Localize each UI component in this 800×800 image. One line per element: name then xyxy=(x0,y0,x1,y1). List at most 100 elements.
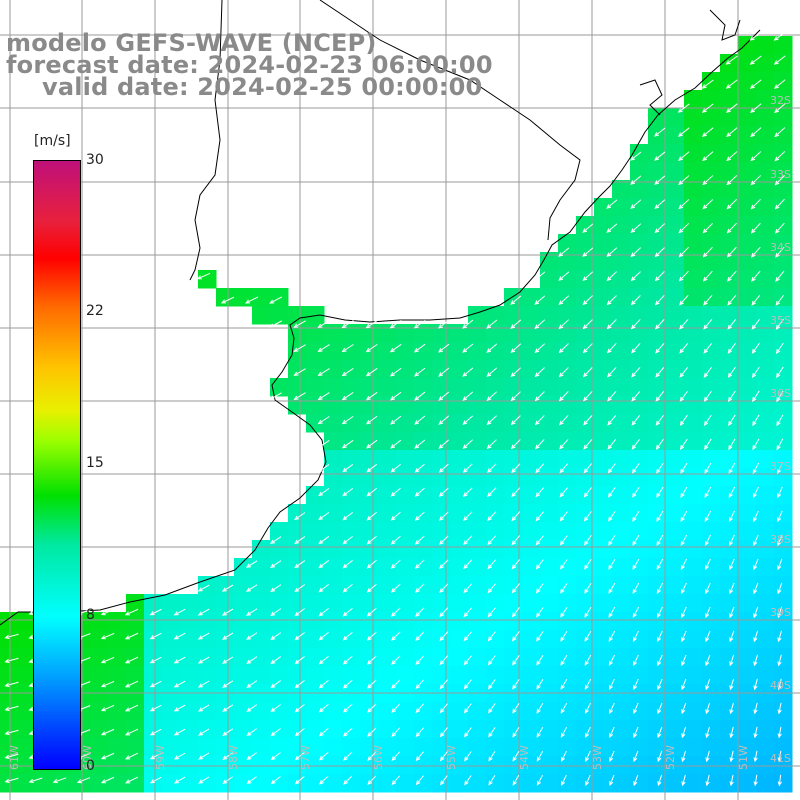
wind-arrow xyxy=(511,631,520,642)
arrow-head xyxy=(753,661,758,667)
wind-speed-cell xyxy=(0,774,19,793)
wind-speed-cell xyxy=(396,324,415,343)
arrow-shaft xyxy=(751,318,761,330)
arrow-head xyxy=(512,708,517,714)
arrow-head xyxy=(729,661,734,667)
arrow-head xyxy=(246,587,252,592)
arrow-shaft xyxy=(657,726,663,738)
wind-arrow xyxy=(654,223,665,234)
wind-arrow xyxy=(632,606,640,618)
arrow-head xyxy=(558,348,564,354)
wind-speed-cell xyxy=(306,738,325,757)
wind-speed-cell xyxy=(396,702,415,721)
wind-arrow xyxy=(584,630,592,642)
wind-speed-cell xyxy=(306,540,325,559)
wind-speed-cell xyxy=(756,180,775,199)
arrow-shaft xyxy=(584,654,592,666)
wind-arrow xyxy=(463,583,473,594)
arrow-head xyxy=(654,180,660,185)
wind-arrow xyxy=(704,510,712,522)
arrow-head xyxy=(294,731,300,737)
arrow-shaft xyxy=(561,750,567,762)
wind-arrow xyxy=(679,295,689,306)
arrow-head xyxy=(534,300,540,305)
arrow-shaft xyxy=(633,630,639,642)
arrow-head xyxy=(753,757,758,763)
arrow-shaft xyxy=(269,296,283,304)
wind-speed-cell xyxy=(504,504,523,523)
wind-speed-cell xyxy=(738,54,757,73)
arrow-head xyxy=(196,275,202,280)
arrow-head xyxy=(633,684,638,691)
wind-arrow xyxy=(677,103,690,113)
wind-arrow xyxy=(438,487,449,497)
wind-speed-cell xyxy=(720,612,739,631)
arrow-shaft xyxy=(583,415,593,425)
wind-speed-cell xyxy=(702,198,721,217)
arrow-head xyxy=(633,660,638,666)
wind-speed-cell xyxy=(558,324,577,343)
arrow-shaft xyxy=(390,367,402,377)
arrow-head xyxy=(752,421,757,427)
wind-speed-cell xyxy=(360,378,379,397)
arrow-shaft xyxy=(318,320,330,328)
arrow-head xyxy=(414,564,420,569)
wind-arrow xyxy=(535,511,545,522)
arrow-head xyxy=(486,372,492,377)
arrow-shaft xyxy=(607,391,617,401)
wind-speed-cell xyxy=(504,648,523,667)
wind-arrow xyxy=(343,727,353,737)
arrow-shaft xyxy=(342,439,354,449)
arrow-shaft xyxy=(5,753,19,759)
wind-speed-cell xyxy=(558,450,577,469)
arrow-shaft xyxy=(511,439,521,449)
arrow-head xyxy=(656,468,661,474)
arrow-head xyxy=(727,300,732,306)
wind-speed-cell xyxy=(450,576,469,595)
wind-arrow xyxy=(439,751,448,762)
arrow-shaft xyxy=(560,678,568,690)
wind-speed-cell xyxy=(576,216,595,235)
arrow-shaft xyxy=(198,776,210,784)
arrow-head xyxy=(536,780,541,786)
arrow-head xyxy=(318,635,324,641)
arrow-head xyxy=(414,468,420,473)
wind-arrow xyxy=(753,774,758,787)
wind-speed-cell xyxy=(270,594,289,613)
wind-arrow xyxy=(52,777,67,784)
wind-speed-cell xyxy=(702,108,721,127)
arrow-head xyxy=(749,36,755,41)
arrow-shaft xyxy=(462,391,474,401)
arrow-head xyxy=(294,707,300,713)
arrow-head xyxy=(561,780,566,786)
wind-speed-cell xyxy=(414,486,433,505)
arrow-head xyxy=(269,299,275,304)
wind-speed-cell xyxy=(468,486,487,505)
arrow-head xyxy=(270,611,276,617)
wind-arrow xyxy=(749,31,762,41)
wind-speed-cell xyxy=(432,594,451,613)
wind-speed-cell xyxy=(666,270,685,289)
wind-speed-cell xyxy=(396,558,415,577)
wind-speed-cell xyxy=(342,378,361,397)
wind-arrow xyxy=(414,463,425,473)
wind-speed-cell xyxy=(468,414,487,433)
arrow-shaft xyxy=(560,511,568,521)
wind-speed-cell xyxy=(540,774,559,793)
wind-speed-cell xyxy=(594,198,613,217)
arrow-shaft xyxy=(486,343,498,353)
arrow-shaft xyxy=(632,582,640,594)
arrow-shaft xyxy=(222,656,234,664)
wind-speed-cell xyxy=(594,738,613,757)
arrow-head xyxy=(678,276,684,282)
wind-arrow xyxy=(270,776,281,785)
arrow-head xyxy=(100,755,107,760)
wind-speed-cell xyxy=(450,774,469,793)
wind-speed-cell xyxy=(594,414,613,433)
wind-speed-cell xyxy=(90,720,109,739)
arrow-head xyxy=(679,372,685,378)
arrow-head xyxy=(582,276,588,282)
arrow-shaft xyxy=(633,702,639,714)
wind-arrow xyxy=(317,392,330,401)
wind-speed-cell xyxy=(756,738,775,757)
